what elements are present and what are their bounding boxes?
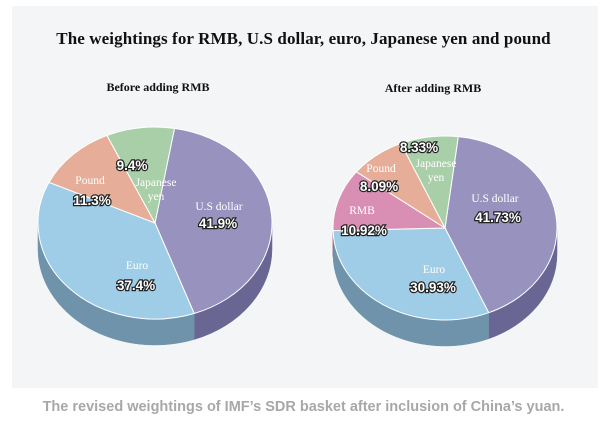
pie-0-label-euro: Euro xyxy=(126,260,149,272)
pie-before-adding-rmb: Before adding RMB U.S dollar 41.9% Euro 37.4… xyxy=(37,80,273,346)
pie-1-slice-rmb xyxy=(332,171,447,232)
pie-after-adding-rmb: After adding RMB U.S dollar 41.73% Euro 30.9… xyxy=(332,81,558,347)
pie-1-label-u-s-dollar: U.S dollar xyxy=(471,193,518,205)
pie-1-slice-japanese-yen xyxy=(400,135,459,230)
pie-1-value-japanese-yen: 8.33% xyxy=(400,140,438,155)
pie-1-value-pound: 8.09% xyxy=(360,179,398,194)
pie-0-value-pound: 11.3% xyxy=(73,193,111,208)
figure-title: The weightings for RMB, U.S dollar, euro… xyxy=(56,29,551,48)
pie-1-label-euro: Euro xyxy=(423,264,446,276)
pie-0-slice-u-s-dollar xyxy=(154,127,273,315)
pie-1-value-euro: 30.93% xyxy=(410,280,456,295)
pie-0-label-u-s-dollar: U.S dollar xyxy=(195,201,242,213)
pie-1-value-rmb: 10.92% xyxy=(341,223,387,238)
pie-1-title: After adding RMB xyxy=(385,81,481,95)
pie-0-value-u-s-dollar: 41.9% xyxy=(199,216,237,231)
pie-1-label-japanese-yen: Japanese yen xyxy=(416,158,457,184)
pie-0-label-japanese-yen: Japanese yen xyxy=(136,177,177,203)
pie-1-slice-u-s-dollar xyxy=(444,136,558,314)
pie-0-slice-euro xyxy=(37,181,195,320)
pie-0-value-japanese-yen: 9.4% xyxy=(117,158,148,173)
pie-0-slice-pound xyxy=(48,134,157,224)
pie-1-value-u-s-dollar: 41.73% xyxy=(475,210,521,225)
pie-0-slice-japanese-yen xyxy=(106,126,176,225)
pie-0-title: Before adding RMB xyxy=(106,80,209,94)
pie-0-value-euro: 37.4% xyxy=(117,278,155,293)
pie-0-label-pound: Pound xyxy=(75,175,105,187)
caption: The revised weightings of IMF’s SDR bask… xyxy=(42,399,565,415)
pie-1-slice-euro xyxy=(332,227,490,321)
pie-1-label-rmb: RMB xyxy=(349,205,375,217)
pie-1-label-pound: Pound xyxy=(366,163,396,175)
